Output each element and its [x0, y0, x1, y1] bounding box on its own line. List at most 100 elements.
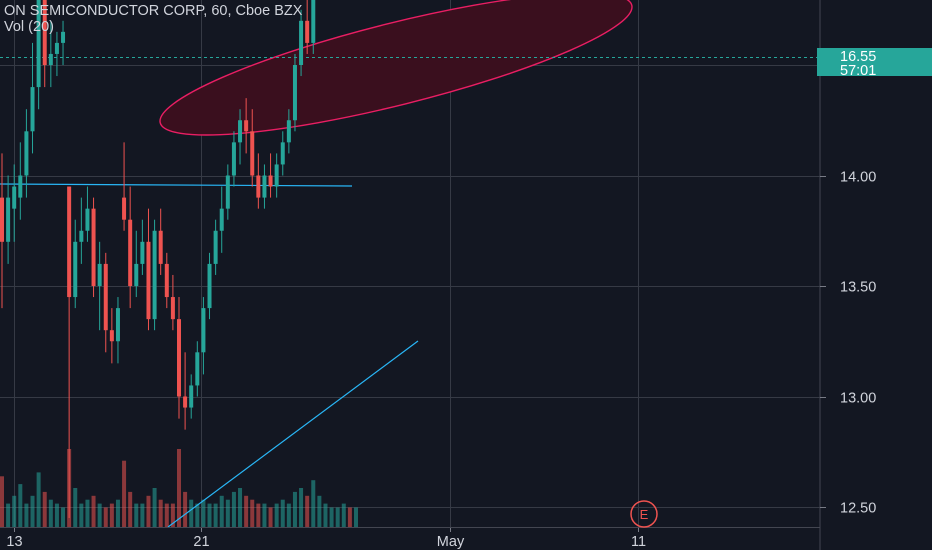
- volume-bar: [274, 503, 279, 527]
- volume-bar: [213, 503, 218, 527]
- volume-bar: [12, 495, 17, 527]
- candle-body: [158, 230, 163, 264]
- earnings-marker[interactable]: E: [630, 500, 658, 528]
- volume-bar: [183, 491, 188, 527]
- price-tick-label: 14.00: [840, 170, 876, 186]
- candle-body: [97, 263, 102, 286]
- candle-body: [195, 352, 200, 386]
- volume-bar: [195, 503, 200, 527]
- candle-body: [201, 308, 206, 353]
- volume-bar: [354, 507, 358, 527]
- volume-bar: [335, 507, 340, 527]
- volume-bar: [122, 460, 127, 527]
- volume-bar: [292, 491, 297, 527]
- candle-body: [42, 0, 47, 66]
- earnings-marker-circle: [630, 500, 658, 528]
- volume-bar: [97, 503, 102, 527]
- volume-bar: [225, 499, 230, 527]
- trendline-drawing[interactable]: [167, 340, 419, 528]
- candle-body: [231, 142, 236, 176]
- volume-bar: [158, 499, 163, 527]
- candle-body: [85, 208, 90, 231]
- candle-body: [73, 241, 78, 298]
- volume-bar: [0, 476, 4, 527]
- volume-bar: [311, 480, 316, 527]
- candle-body: [262, 175, 267, 198]
- candle-body: [183, 396, 188, 408]
- candle-body: [292, 65, 297, 121]
- ellipse-drawing[interactable]: [150, 0, 641, 163]
- chart-legend: ON SEMICONDUCTOR CORP, 60, Cboe BZX Vol …: [4, 3, 302, 35]
- time-axis[interactable]: 13 21 May 11: [0, 527, 820, 550]
- candle-body: [164, 263, 169, 298]
- volume-bar: [256, 503, 261, 527]
- volume-bar: [6, 503, 11, 527]
- volume-bar: [170, 503, 175, 527]
- current-price-value: 16.55: [840, 49, 876, 65]
- candle-body: [177, 319, 181, 397]
- volume-bar: [280, 499, 285, 527]
- volume-bar: [244, 495, 249, 527]
- symbol-title[interactable]: ON SEMICONDUCTOR CORP, 60, Cboe BZX: [4, 3, 303, 19]
- horizontal-line-drawing[interactable]: [0, 183, 353, 187]
- candle-body: [24, 131, 29, 176]
- volume-bar: [323, 503, 328, 527]
- current-price-tag: [817, 48, 932, 76]
- time-tick-label: 13: [6, 534, 22, 550]
- candle-body: [103, 263, 108, 331]
- volume-bar: [219, 495, 224, 527]
- volume-bar: [140, 503, 145, 527]
- time-tick-label: May: [437, 534, 465, 550]
- volume-bar: [250, 499, 255, 527]
- candle-body: [305, 20, 310, 43]
- candle-body: [213, 230, 218, 264]
- candle-body: [6, 197, 11, 242]
- volume-bar: [128, 491, 133, 527]
- volume-indicator-label[interactable]: Vol (20): [4, 19, 54, 35]
- volume-bar: [36, 472, 41, 527]
- volume-bar: [347, 507, 352, 527]
- volume-bars: [0, 449, 358, 527]
- earnings-marker-label: E: [640, 507, 649, 522]
- time-tick-label: 21: [193, 534, 209, 550]
- candlestick-series: [0, 0, 316, 519]
- volume-bar: [48, 499, 53, 527]
- candle-body: [256, 175, 261, 198]
- candle-body: [48, 53, 53, 65]
- volume-bar: [61, 507, 66, 527]
- volume-bar: [18, 484, 23, 527]
- candle-body: [122, 197, 127, 220]
- volume-bar: [329, 507, 334, 527]
- volume-bar: [238, 488, 243, 527]
- volume-bar: [109, 503, 114, 527]
- candle-body: [67, 186, 72, 298]
- candle-body: [286, 120, 291, 143]
- volume-bar: [177, 449, 181, 527]
- volume-bar: [115, 499, 120, 527]
- candle-body: [225, 175, 230, 209]
- candle-body: [79, 230, 84, 242]
- price-axis[interactable]: 12.5013.0013.5014.0014.5015.0015.5016.00…: [819, 0, 876, 550]
- candle-body: [115, 308, 120, 342]
- candle-body: [170, 297, 175, 320]
- volume-bar: [42, 491, 47, 527]
- candle-body: [128, 219, 133, 286]
- volume-bar: [268, 507, 273, 527]
- candle-body: [12, 186, 17, 209]
- candle-body: [109, 330, 114, 342]
- volume-bar: [30, 495, 35, 527]
- candle-body: [30, 87, 35, 132]
- candle-body: [250, 131, 255, 176]
- candle-body: [140, 241, 145, 264]
- volume-bar: [91, 495, 96, 527]
- candle-body: [299, 20, 304, 65]
- volume-bar: [305, 495, 310, 527]
- candle-body: [274, 164, 279, 187]
- volume-bar: [85, 499, 90, 527]
- candle-body: [18, 175, 23, 198]
- volume-bar: [54, 503, 59, 527]
- candle-body: [238, 120, 243, 143]
- volume-bar: [152, 488, 157, 527]
